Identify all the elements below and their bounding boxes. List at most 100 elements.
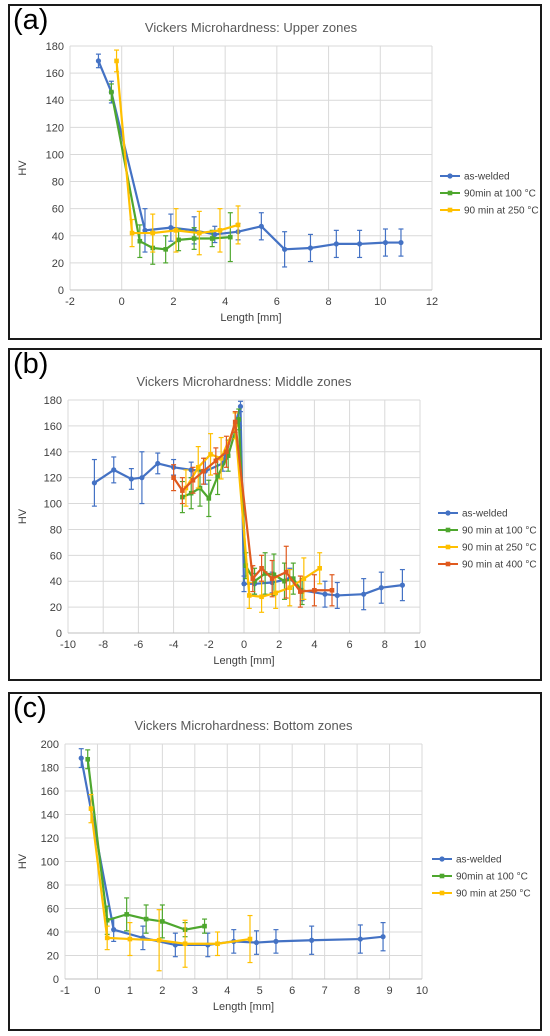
y-tick-label: 180 — [44, 395, 62, 407]
series-0 — [78, 748, 386, 958]
legend-marker — [447, 207, 453, 213]
data-point — [95, 58, 102, 64]
series-0 — [95, 53, 404, 268]
chart-panel-c: (c) Vickers Microhardness: Bottom zones 0… — [8, 692, 542, 1031]
data-point — [180, 488, 185, 493]
data-point — [322, 591, 328, 597]
data-point — [259, 594, 264, 600]
data-point — [168, 225, 174, 231]
legend-marker — [445, 561, 451, 567]
y-tick-label: 0 — [53, 974, 59, 986]
chart-panel-a: (a) Vickers Microhardness: Upper zones 0 2… — [8, 4, 542, 340]
legend-label: 90 min at 400 °C — [462, 560, 537, 571]
y-tick-label: 140 — [44, 447, 62, 459]
y-tick-label: 40 — [52, 231, 64, 243]
data-point — [312, 587, 317, 593]
panel-label: (a) — [13, 4, 49, 36]
data-point — [212, 231, 218, 238]
chart-title: Vickers Microhardness: Upper zones — [145, 20, 358, 35]
y-tick-label: 140 — [41, 810, 59, 822]
data-point — [155, 460, 161, 467]
data-point — [250, 576, 256, 581]
x-tick-label: 6 — [289, 985, 295, 997]
data-point — [259, 565, 264, 571]
data-point — [273, 590, 278, 596]
data-point — [88, 806, 94, 811]
y-tick-label: 20 — [52, 258, 64, 270]
data-point — [247, 936, 253, 942]
legend-marker — [439, 890, 445, 896]
x-tick-label: 9 — [386, 985, 392, 997]
x-tick-label: 5 — [257, 985, 263, 997]
data-point — [218, 455, 224, 461]
data-point — [104, 935, 110, 941]
legend-label: 90min at 100 °C — [464, 189, 536, 200]
y-tick-label: 20 — [47, 951, 59, 963]
y-tick-label: 60 — [50, 550, 62, 562]
data-point — [378, 585, 384, 591]
data-point — [317, 565, 322, 571]
x-tick-label: 1 — [127, 985, 133, 997]
data-point — [333, 241, 339, 247]
panel-label: (b) — [13, 348, 49, 380]
x-tick-label: 6 — [274, 296, 280, 308]
x-tick-label: -2 — [204, 639, 214, 651]
x-tick-label: -2 — [65, 296, 75, 308]
y-tick-label: 160 — [44, 421, 62, 433]
series-line — [115, 60, 239, 235]
legend-marker — [439, 873, 445, 879]
series-line — [86, 759, 205, 931]
chart-upper-zones: Vickers Microhardness: Upper zones 0 20 40 6… — [17, 20, 539, 324]
data-point — [202, 923, 207, 929]
series-line — [97, 60, 401, 251]
legend-label: 90 min at 250 °C — [456, 889, 531, 900]
data-point — [225, 453, 231, 458]
y-axis-label: HV — [17, 853, 29, 869]
y-tick-label: 60 — [47, 904, 59, 916]
y-tick-label: 200 — [41, 739, 59, 751]
y-tick-label: 120 — [46, 122, 64, 134]
x-tick-label: -10 — [60, 639, 76, 651]
data-point — [307, 245, 314, 251]
x-axis-label: Length [mm] — [213, 1001, 274, 1013]
data-point — [232, 419, 238, 425]
data-point — [78, 755, 84, 761]
x-tick-label: 4 — [311, 639, 317, 651]
data-point — [273, 938, 279, 944]
x-tick-label: -6 — [134, 639, 144, 651]
data-point — [196, 230, 202, 236]
legend-marker — [445, 544, 451, 550]
data-point — [262, 571, 268, 576]
x-tick-label: 2 — [276, 639, 282, 651]
legend-label: 90 min at 250 °C — [462, 543, 537, 554]
data-point — [334, 592, 340, 599]
data-point — [208, 452, 213, 457]
data-point — [143, 916, 149, 922]
data-point — [171, 475, 176, 480]
x-tick-label: 0 — [241, 639, 247, 651]
y-tick-label: 0 — [56, 628, 62, 640]
x-tick-label: 10 — [414, 639, 426, 651]
y-tick-label: 100 — [41, 857, 59, 869]
legend-marker — [447, 173, 453, 179]
panel-label: (c) — [13, 692, 47, 724]
x-tick-label: 4 — [222, 296, 228, 308]
y-tick-label: 100 — [44, 499, 62, 511]
data-point — [357, 241, 363, 247]
x-tick-label: 0 — [119, 296, 125, 308]
legend-marker — [447, 190, 453, 196]
data-point — [139, 475, 145, 481]
series-2 — [114, 49, 241, 256]
y-tick-label: 20 — [50, 602, 62, 614]
series-line — [93, 405, 403, 597]
data-point — [127, 936, 133, 942]
data-point — [228, 234, 233, 240]
legend-label: as-welded — [462, 509, 508, 520]
x-tick-label: 6 — [347, 639, 353, 651]
data-point — [142, 227, 148, 233]
data-point — [150, 230, 156, 236]
data-point — [156, 937, 162, 943]
legend-label: 90 min at 100 °C — [462, 526, 537, 537]
legend-label: as-welded — [464, 172, 510, 183]
data-point — [287, 585, 293, 590]
